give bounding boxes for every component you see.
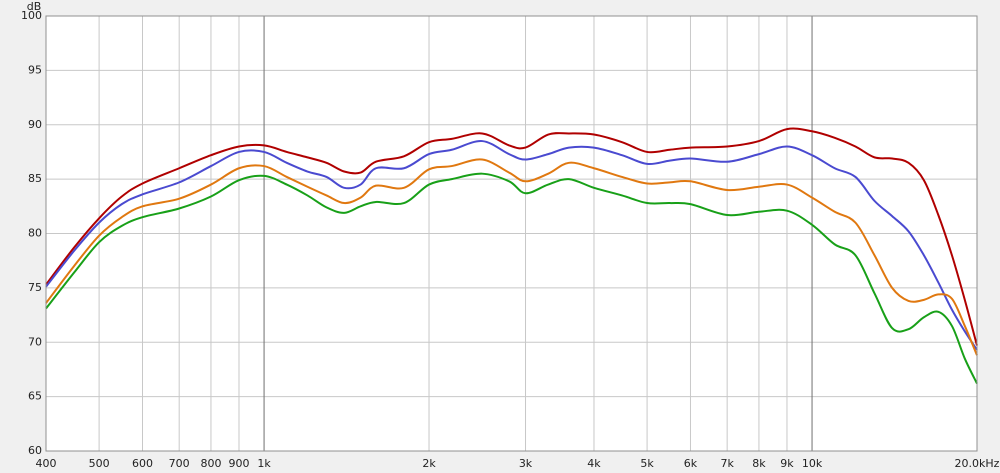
x-tick-label: 6k [684,457,698,470]
x-tick-label: 800 [200,457,221,470]
plot-border [45,15,978,452]
y-axis-label: dB [27,0,42,13]
x-tick-label: 3k [519,457,533,470]
y-tick-label: 75 [28,281,42,294]
x-tick-label: 8k [752,457,766,470]
y-tick-label: 80 [28,227,42,240]
y-tick-label: 100 [21,9,42,22]
y-tick-label: 60 [28,444,42,457]
y-tick-label: 65 [28,390,42,403]
x-tick-label: 4k [587,457,601,470]
x-tick-label: 1k [257,457,271,470]
x-tick-label: 500 [89,457,110,470]
x-tick-label: 600 [132,457,153,470]
x-tick-label: 700 [169,457,190,470]
frequency-curve [45,172,978,385]
x-tick-label: 9k [780,457,794,470]
x-tick-label: 10k [802,457,823,470]
y-tick-label: 85 [28,172,42,185]
y-tick-label: 95 [28,63,42,76]
y-tick-label: 70 [28,335,42,348]
x-tick-label: 400 [36,457,57,470]
x-tick-label: 900 [228,457,249,470]
frequency-curve [45,140,978,351]
x-tick-label: 2k [422,457,436,470]
x-tick-label: 20.0kHz [955,457,1000,470]
frequency-curve [45,158,978,356]
frequency-curve [45,127,978,346]
x-tick-label: 7k [720,457,734,470]
x-tick-label: 5k [640,457,654,470]
y-tick-label: 90 [28,118,42,131]
